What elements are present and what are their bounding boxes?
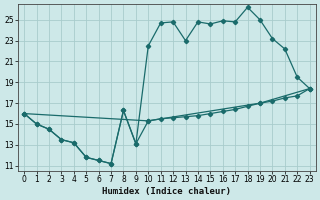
X-axis label: Humidex (Indice chaleur): Humidex (Indice chaleur)	[102, 187, 231, 196]
